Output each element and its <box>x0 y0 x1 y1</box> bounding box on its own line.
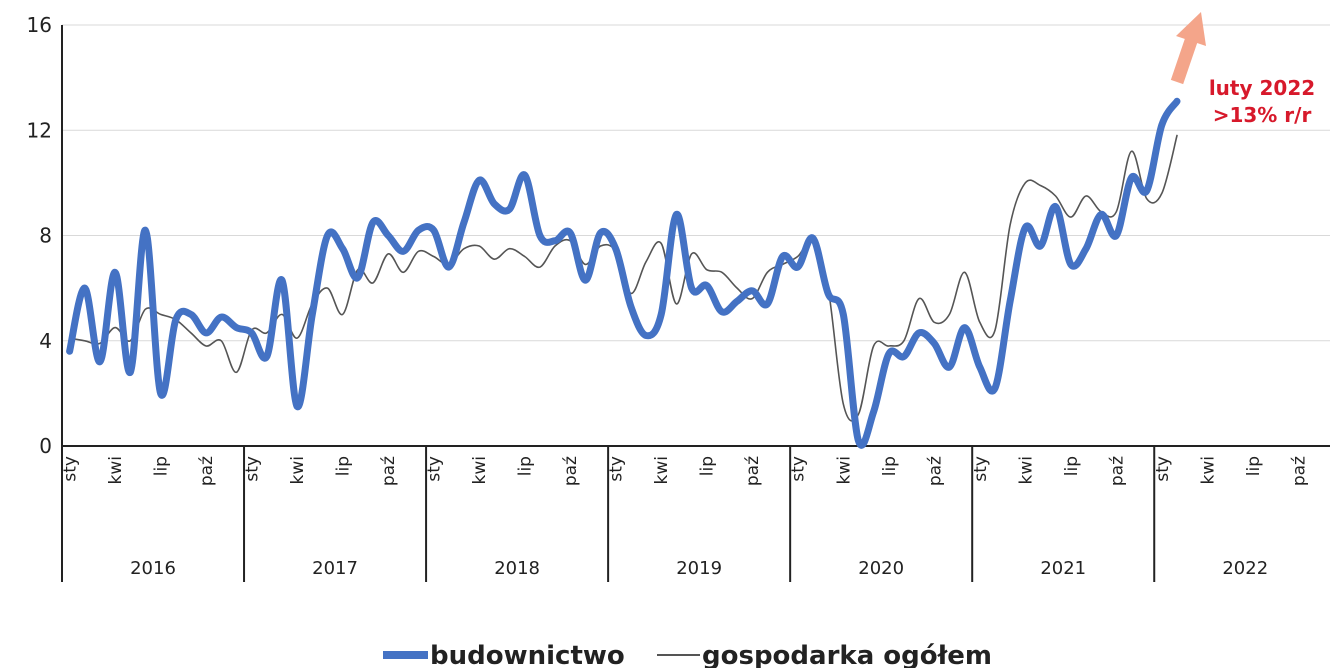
year-tick-label: 2019 <box>676 558 722 579</box>
month-tick-label: lip <box>152 456 172 476</box>
year-tick-label: 2017 <box>312 558 358 579</box>
legend: budownictwo gospodarka ogółem <box>383 641 992 668</box>
month-tick-label: lip <box>698 456 718 476</box>
annotation-line-2: >13% r/r <box>1213 103 1312 127</box>
x-tick-labels: sty kwi lip paź 2016 sty kwi lip paź 2017 sty kwi li… <box>61 456 1310 579</box>
month-tick-label: lip <box>1062 456 1082 476</box>
year-tick-label: 2018 <box>494 558 540 579</box>
month-tick-label: kwi <box>1016 456 1036 484</box>
month-tick-label: lip <box>516 456 536 476</box>
month-tick-label: sty <box>971 456 991 482</box>
month-tick-label: sty <box>425 456 445 482</box>
y-tick-label: 16 <box>27 13 52 37</box>
month-tick-label: paź <box>197 456 217 486</box>
month-tick-label: sty <box>607 456 627 482</box>
month-tick-label: sty <box>61 456 81 482</box>
series-lines <box>66 97 1181 449</box>
legend-label-gospodarka: gospodarka ogółem <box>702 641 992 668</box>
y-tick-label: 4 <box>39 329 52 353</box>
month-tick-label: lip <box>1244 456 1264 476</box>
axes <box>61 25 1330 582</box>
month-tick-label: lip <box>880 456 900 476</box>
series-line-gospodarka <box>68 134 1178 422</box>
month-tick-label: kwi <box>652 456 672 484</box>
y-tick-label: 12 <box>27 118 52 142</box>
year-tick-label: 2016 <box>130 558 176 579</box>
month-tick-label: sty <box>1153 456 1173 482</box>
month-tick-label: paź <box>743 456 763 486</box>
month-tick-label: kwi <box>470 456 490 484</box>
y-tick-labels: 0 4 8 12 16 <box>27 13 52 458</box>
month-tick-label: kwi <box>1198 456 1218 484</box>
year-tick-label: 2020 <box>858 558 904 579</box>
month-tick-label: kwi <box>834 456 854 484</box>
month-tick-label: paź <box>1289 456 1309 486</box>
y-tick-label: 0 <box>39 434 52 458</box>
annotation-line-1: luty 2022 <box>1209 76 1315 100</box>
month-tick-label: sty <box>243 456 263 482</box>
year-tick-label: 2022 <box>1222 558 1268 579</box>
up-arrow-icon <box>1170 12 1206 85</box>
month-tick-label: paź <box>379 456 399 486</box>
series-line-budownictwo <box>66 97 1181 449</box>
month-tick-label: kwi <box>288 456 308 484</box>
month-tick-label: sty <box>789 456 809 482</box>
month-tick-label: paź <box>561 456 581 486</box>
month-tick-label: paź <box>925 456 945 486</box>
month-tick-label: lip <box>334 456 354 476</box>
legend-label-budownictwo: budownictwo <box>430 641 625 668</box>
year-tick-label: 2021 <box>1040 558 1086 579</box>
month-tick-label: paź <box>1107 456 1127 486</box>
month-tick-label: kwi <box>106 456 126 484</box>
y-tick-label: 8 <box>39 224 52 248</box>
